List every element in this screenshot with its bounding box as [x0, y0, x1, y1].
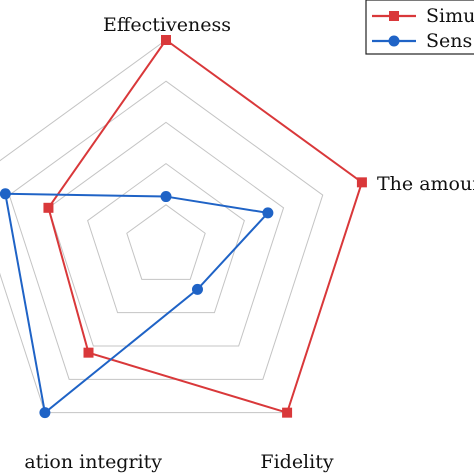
- series-point-simu-2: [282, 407, 293, 418]
- legend: Simu Sens: [365, 0, 474, 55]
- axis-label-amount: The amoun: [377, 173, 474, 195]
- series-line-sens: [4, 192, 270, 415]
- series-point-simu-3: [83, 347, 94, 358]
- series-point-sens-2: [191, 283, 203, 295]
- grid-ring-3: [47, 121, 285, 347]
- series-point-sens-1: [262, 207, 274, 219]
- series-line-simu: [47, 38, 364, 414]
- series-point-simu-1: [356, 177, 367, 188]
- axis-label-fidelity: Fidelity: [260, 451, 333, 473]
- axis-labels: Effectiveness The amoun Fidelity ation i…: [24, 14, 474, 473]
- legend-marker-sens: [388, 35, 400, 47]
- series-point-sens-4: [0, 188, 11, 200]
- axis-label-effectiveness: Effectiveness: [103, 14, 231, 36]
- series-point-simu-4: [43, 202, 54, 213]
- legend-label-sens: Sens: [426, 30, 472, 52]
- grid-ring-1: [126, 204, 206, 280]
- radar-series: [0, 35, 367, 419]
- grid-ring-4: [8, 80, 324, 380]
- series-point-sens-0: [160, 191, 172, 203]
- legend-marker-simu: [389, 11, 399, 21]
- legend-label-simu: Simu: [426, 5, 474, 27]
- grid-ring-2: [87, 162, 245, 314]
- series-point-sens-3: [39, 407, 51, 419]
- series-point-simu-0: [161, 35, 171, 45]
- legend-box: [365, 0, 474, 55]
- axis-label-integrity: ation integrity: [24, 451, 162, 473]
